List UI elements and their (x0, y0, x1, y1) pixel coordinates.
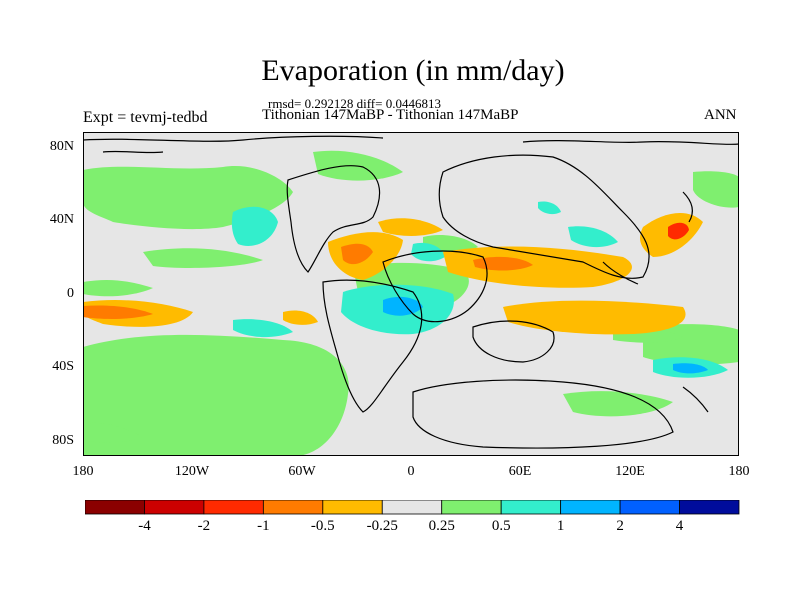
colorbar-label: -4 (138, 518, 151, 534)
colorbar-label: 0.5 (491, 518, 511, 534)
colorbar-swatch (560, 500, 621, 515)
colorbar-swatch (679, 500, 740, 515)
stats-label: rmsd= 0.292128 diff= 0.0446813 (268, 96, 441, 111)
coastlines (83, 135, 739, 449)
colorbar-swatch (203, 500, 264, 515)
colorbar-swatch (381, 500, 443, 515)
lat-tick-label: 40N (49, 212, 74, 227)
lat-tick-label: 80N (49, 139, 74, 154)
season-label: ANN (704, 107, 737, 123)
colorbar-swatch (144, 500, 205, 515)
colorbar-label: 0.25 (428, 518, 455, 534)
colorbar-label: -0.5 (310, 518, 335, 534)
lat-tick-label: 80S (52, 433, 74, 448)
plot-title: Evaporation (in mm/day) (261, 54, 565, 87)
experiment-label: Expt = tevmj-tedbd (83, 109, 208, 126)
colorbar-label: -0.25 (366, 518, 398, 534)
lon-tick-label: 180 (72, 464, 94, 479)
lon-tick-label: 180 (728, 464, 750, 479)
colorbar-label: 4 (675, 518, 684, 534)
colorbar-swatch (85, 500, 145, 515)
colorbar-label: -1 (257, 518, 270, 534)
negative-anomaly-regions (83, 212, 703, 335)
lon-tick-label: 0 (407, 464, 415, 479)
colorbar-swatch (322, 500, 383, 515)
lon-tick-label: 120W (174, 464, 210, 479)
lat-tick-label: 40S (52, 359, 74, 374)
strong-positive-regions (231, 201, 728, 378)
colorbar-label: 1 (556, 518, 565, 534)
lon-tick-label: 120E (615, 464, 645, 479)
colorbar-label: -2 (197, 518, 211, 534)
colorbar-swatch (619, 500, 680, 515)
lon-tick-label: 60W (288, 464, 316, 479)
lon-tick-label: 60E (508, 464, 532, 479)
lat-tick-label: 0 (67, 286, 74, 301)
map-plot (83, 132, 739, 456)
colorbar (85, 500, 740, 515)
colorbar-label: 2 (616, 518, 624, 534)
map-frame (83, 132, 739, 456)
colorbar-swatch (262, 500, 324, 515)
colorbar-swatch (441, 500, 502, 515)
colorbar-swatch (500, 500, 562, 515)
subtitle: Tithonian 147MaBP - Tithonian 147MaBP (262, 107, 519, 123)
